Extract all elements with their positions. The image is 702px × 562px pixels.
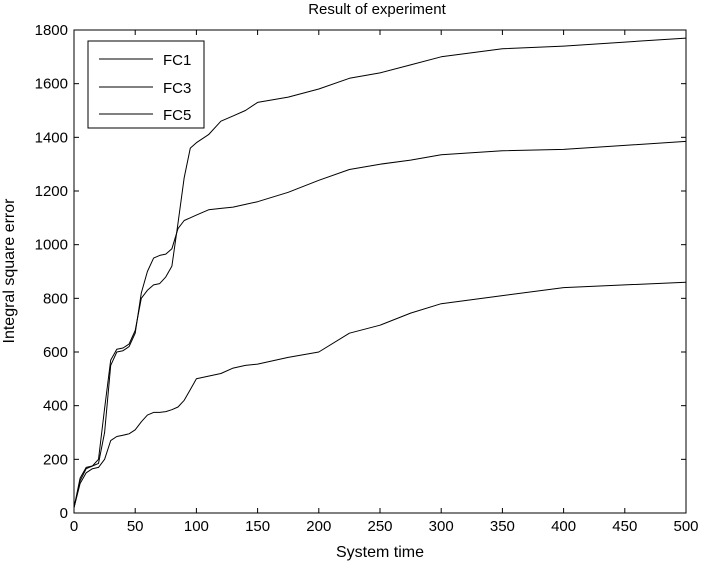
x-tick-label: 100 [184, 518, 209, 535]
y-tick-label: 1600 [35, 76, 68, 93]
y-tick-label: 1000 [35, 237, 68, 254]
x-tick-label: 150 [245, 518, 270, 535]
y-tick-label: 600 [43, 344, 68, 361]
x-tick-label: 250 [367, 518, 392, 535]
x-tick-label: 350 [490, 518, 515, 535]
y-tick-label: 1200 [35, 183, 68, 200]
x-tick-label: 0 [70, 518, 78, 535]
x-axis-label: System time [336, 544, 424, 561]
legend: FC1 FC3 FC5 [87, 40, 205, 129]
y-tick-label: 200 [43, 451, 68, 468]
x-axis: 0 50 100 150 200 250 300 350 400 450 500 [70, 30, 699, 535]
x-tick-label: 200 [306, 518, 331, 535]
legend-label-fc3: FC3 [163, 80, 191, 97]
x-tick-label: 50 [127, 518, 144, 535]
x-tick-label: 400 [551, 518, 576, 535]
y-tick-label: 800 [43, 290, 68, 307]
series-line-fc1 [73, 37, 687, 508]
x-tick-label: 500 [673, 518, 698, 535]
y-axis-label: Integral square error [1, 198, 18, 344]
legend-label-fc1: FC1 [163, 52, 191, 69]
x-tick-label: 300 [429, 518, 454, 535]
y-tick-label: 1800 [35, 22, 68, 39]
y-tick-label: 0 [60, 505, 68, 522]
legend-label-fc5: FC5 [163, 107, 191, 124]
series-line-fc3 [73, 140, 687, 508]
y-axis: 0 200 400 600 800 1000 1200 1400 1600 1800 [35, 22, 686, 522]
x-tick-label: 450 [612, 518, 637, 535]
y-tick-label: 1400 [35, 129, 68, 146]
chart-title: Result of experiment [308, 1, 446, 18]
series-group [73, 37, 687, 508]
y-tick-label: 400 [43, 398, 68, 415]
series-line-fc5 [73, 281, 687, 508]
